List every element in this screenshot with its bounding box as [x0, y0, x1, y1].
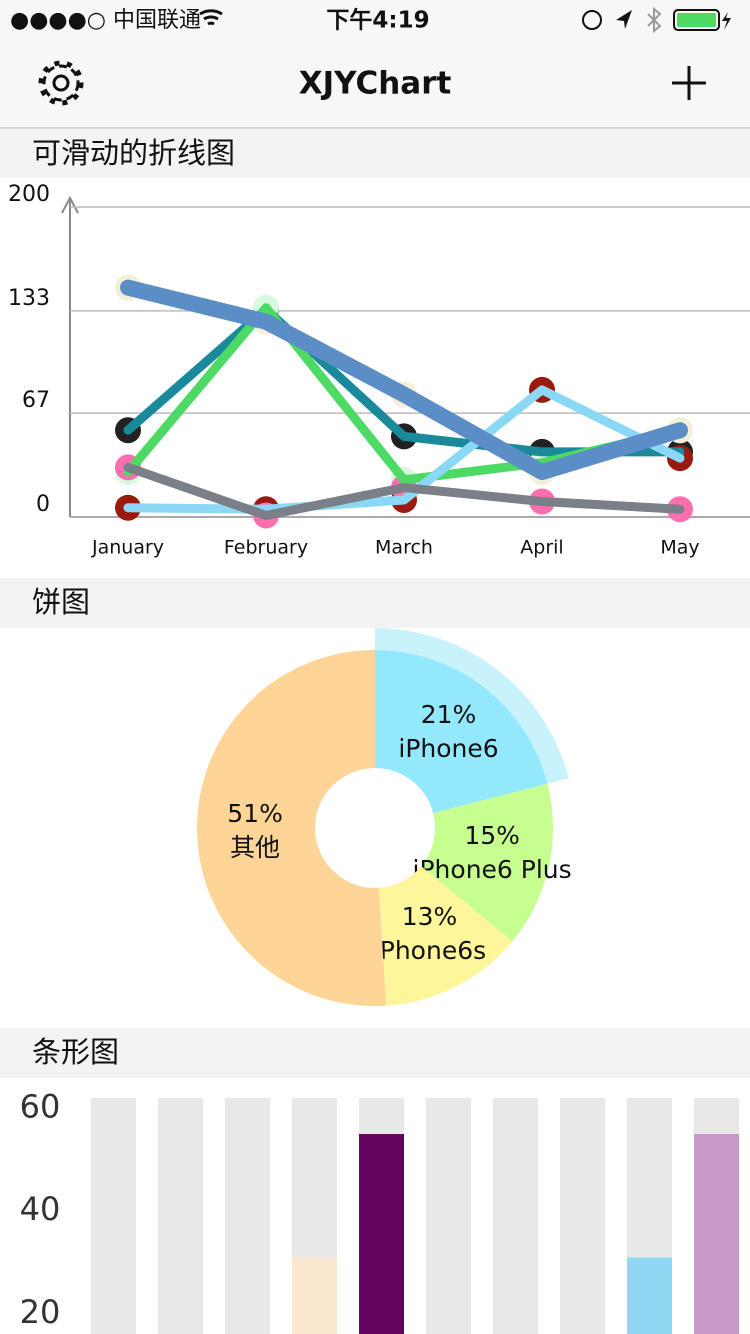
time: 下午4:19 — [326, 7, 429, 34]
section-title: 饼图 — [32, 585, 90, 619]
section-header — [0, 129, 750, 178]
x-tick-label: April — [520, 537, 563, 559]
x-tick-label: March — [375, 537, 433, 559]
add-button[interactable] — [672, 66, 706, 100]
bar — [627, 1257, 672, 1334]
slice-value-label: 21% — [421, 700, 477, 729]
bar — [292, 1257, 337, 1334]
y-tick-label: 67 — [22, 388, 50, 413]
battery-level — [677, 13, 716, 27]
slice-name-label: 其他 — [230, 833, 280, 862]
slice — [421, 783, 553, 942]
x-tick-label: January — [91, 537, 164, 559]
bar-background — [225, 1098, 270, 1334]
bar-background — [426, 1098, 471, 1334]
y-tick-label: 40 — [20, 1190, 61, 1228]
settings-button[interactable] — [38, 60, 84, 106]
y-tick-label: 133 — [8, 286, 50, 311]
section-title: 条形图 — [32, 1035, 119, 1069]
battery — [673, 9, 720, 31]
gear-hole — [52, 74, 70, 92]
gear-teeth — [42, 64, 80, 102]
slice-value-label: 15% — [464, 821, 520, 850]
slice — [375, 650, 548, 814]
slice-value-label: 13% — [402, 902, 458, 931]
slice-name-label: iPhone6 — [398, 734, 498, 763]
slice-name-label: iPhone6 Plus — [413, 855, 572, 884]
line-series — [123, 385, 685, 514]
location-icon — [616, 10, 632, 29]
line-series — [120, 279, 688, 481]
y-tick-label: 0 — [36, 492, 50, 517]
charge-icon — [722, 12, 731, 30]
bar — [694, 1134, 739, 1334]
bluetooth-icon — [647, 6, 662, 34]
y-tick-label: 200 — [8, 182, 50, 207]
bar — [359, 1134, 404, 1334]
nav-title: XJYChart — [299, 66, 452, 102]
slice — [378, 866, 513, 1006]
line-series — [123, 304, 685, 457]
y-tick-label: 20 — [20, 1293, 61, 1331]
x-tick-label: February — [224, 537, 308, 559]
x-tick-label: May — [660, 537, 699, 559]
section-header — [0, 578, 750, 628]
bar-background — [158, 1098, 203, 1334]
slice — [196, 650, 387, 1006]
slice-name-label: iPhone6s — [373, 936, 486, 965]
section-header — [0, 1028, 750, 1078]
slice-value-label: 51% — [227, 799, 283, 828]
bar-background — [560, 1098, 605, 1334]
gear-outer — [38, 60, 84, 106]
wifi-icon — [199, 9, 223, 26]
carrier: ●●●●○ 中国联通 — [10, 8, 201, 33]
slice-highlight — [375, 628, 569, 784]
section-title: 可滑动的折线图 — [32, 136, 235, 170]
bar-background — [493, 1098, 538, 1334]
bar-background — [91, 1098, 136, 1334]
line-series — [123, 462, 685, 520]
y-axis — [61, 195, 79, 517]
lock-icon — [582, 10, 602, 30]
y-tick-label: 60 — [20, 1087, 61, 1125]
